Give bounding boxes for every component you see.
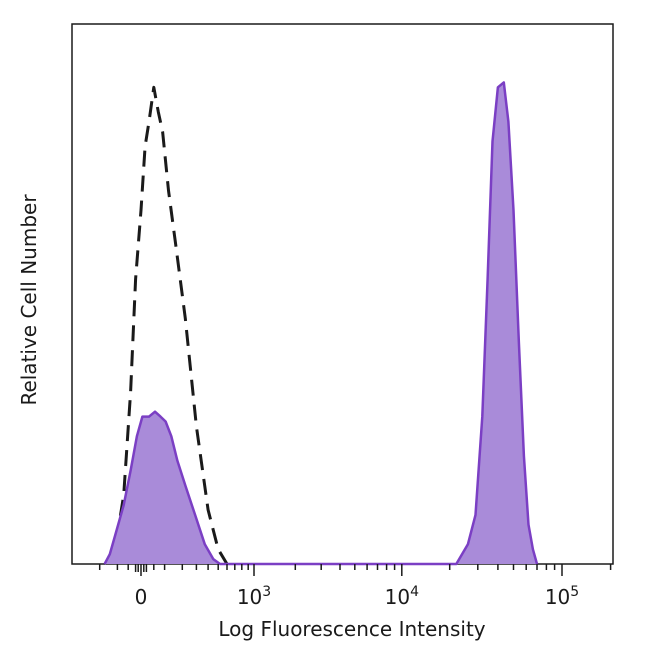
x-tick-label-2: 104 [385, 584, 419, 609]
x-axis-ticks [98, 564, 612, 576]
series-layer [103, 81, 539, 566]
x-axis-tick-labels: 0 103 104 105 [135, 584, 580, 609]
series-1-fill [104, 82, 537, 565]
y-axis-title: Relative Cell Number [17, 194, 41, 406]
x-tick-label-1: 103 [237, 584, 271, 609]
x-axis-title: Log Fluorescence Intensity [218, 617, 485, 641]
x-tick-label-0: 0 [135, 585, 148, 609]
x-tick-label-3: 105 [545, 584, 579, 609]
series-0-line [106, 85, 229, 565]
series-1-line [103, 81, 539, 566]
